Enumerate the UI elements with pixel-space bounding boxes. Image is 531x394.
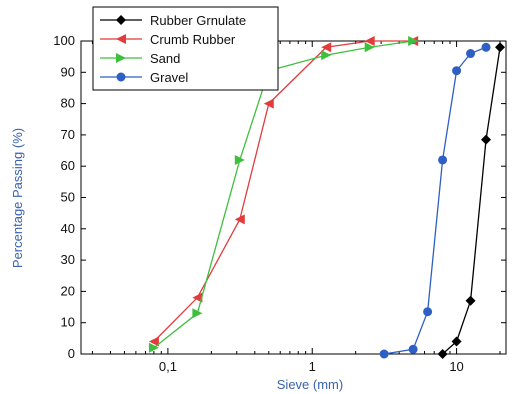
x-tick-label: 1	[309, 359, 316, 374]
data-point	[423, 307, 433, 317]
data-point	[451, 336, 462, 347]
data-point	[321, 42, 332, 53]
data-point	[148, 342, 159, 353]
legend-label: Crumb Rubber	[150, 32, 236, 47]
legend-marker	[116, 34, 126, 44]
data-point	[481, 42, 491, 52]
data-point	[495, 42, 506, 53]
x-axis-title: Sieve (mm)	[277, 377, 343, 392]
legend-item: Sand	[100, 51, 180, 66]
legend-item: Rubber Grnulate	[100, 13, 246, 28]
data-point	[465, 295, 476, 306]
data-point	[466, 49, 476, 59]
legend-marker	[116, 72, 126, 82]
series-line	[384, 46, 487, 355]
axes-layer: 0 10 20 30 40 50 60 70 80 90 100 0,1 1 10	[53, 33, 506, 374]
data-point	[379, 349, 389, 359]
y-tick-label: 60	[61, 158, 75, 173]
data-point	[364, 36, 375, 46]
y-tick-label: 10	[61, 315, 75, 330]
data-point	[437, 349, 448, 359]
legend-marker	[116, 15, 126, 25]
y-tick-label: 100	[53, 33, 75, 48]
legend-item: Gravel	[100, 70, 188, 85]
series-line	[442, 47, 501, 355]
data-point	[192, 308, 203, 319]
data-point	[263, 98, 274, 109]
legend-label: Rubber Grnulate	[150, 13, 246, 28]
data-point	[408, 344, 418, 354]
y-tick-label: 20	[61, 283, 75, 298]
y-tick-label: 80	[61, 96, 75, 111]
data-point	[452, 66, 462, 76]
legend-label: Sand	[150, 51, 180, 66]
y-tick-label: 40	[61, 221, 75, 236]
data-point	[234, 154, 245, 165]
y-tick-label: 70	[61, 127, 75, 142]
legend-marker	[116, 53, 126, 63]
series-gravel	[379, 42, 491, 359]
data-point	[148, 336, 159, 347]
data-point	[408, 36, 419, 46]
data-point	[438, 155, 448, 165]
legend: Rubber Grnulate Crumb Rubber Sand Gravel	[92, 6, 279, 91]
data-point	[192, 292, 203, 303]
legend-item: Crumb Rubber	[100, 32, 236, 47]
data-point	[234, 214, 245, 225]
data-point	[321, 50, 332, 61]
x-tick-label: 0,1	[159, 359, 177, 374]
y-axis-title: Percentage Passing (%)	[10, 128, 25, 268]
y-tick-label: 50	[61, 190, 75, 205]
data-point	[481, 134, 492, 145]
data-point	[364, 42, 375, 53]
series-rubber-grnulate	[437, 42, 506, 359]
series-crumb-rubber	[148, 36, 419, 347]
y-tick-label: 30	[61, 252, 75, 267]
y-tick-label: 0	[68, 346, 75, 361]
y-tick-label: 90	[61, 64, 75, 79]
legend-label: Gravel	[150, 70, 188, 85]
x-tick-label: 10	[449, 359, 463, 374]
